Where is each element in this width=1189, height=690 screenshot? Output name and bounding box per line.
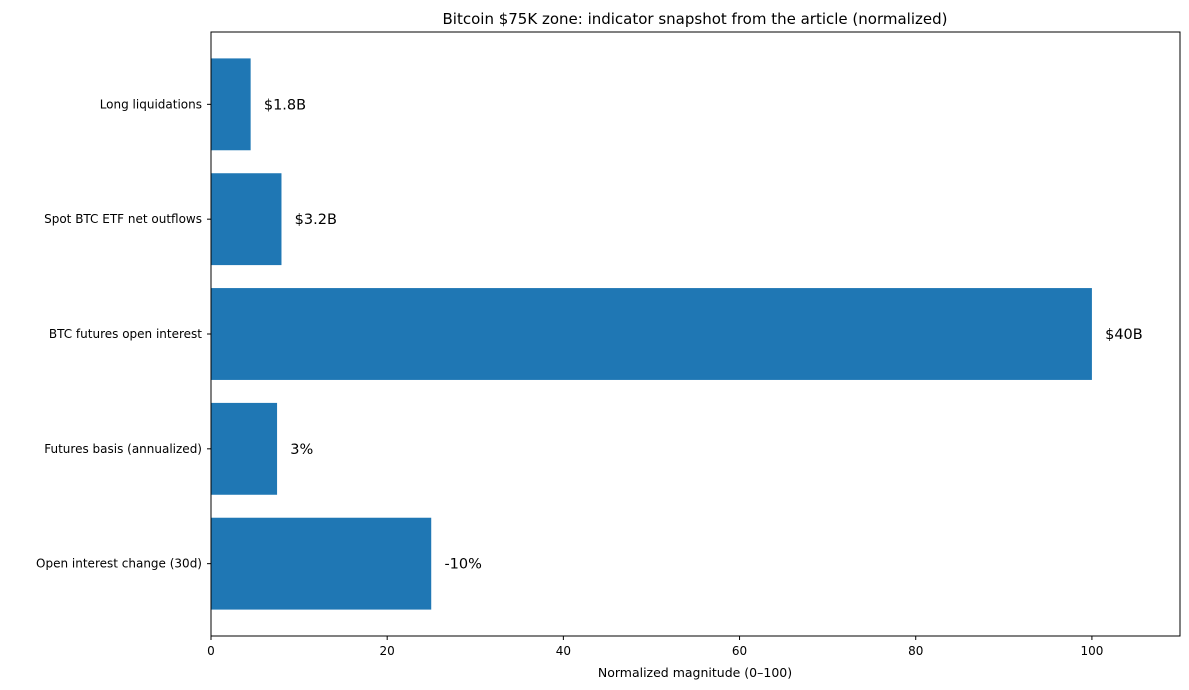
x-axis-label: Normalized magnitude (0–100): [598, 665, 792, 680]
y-tick-label: Open interest change (30d): [36, 557, 202, 571]
y-tick-label: Long liquidations: [100, 97, 202, 111]
y-tick-label: BTC futures open interest: [49, 327, 202, 341]
chart-title: Bitcoin $75K zone: indicator snapshot fr…: [443, 10, 948, 28]
bar: [211, 402, 278, 495]
data-label: 3%: [290, 442, 313, 458]
bar: [211, 288, 1092, 380]
x-tick-label: 20: [380, 644, 395, 658]
bar: [211, 517, 432, 610]
data-label: $40B: [1105, 327, 1143, 343]
x-tick-label: 80: [908, 644, 923, 658]
bar: [211, 173, 282, 266]
x-tick-label: 60: [732, 644, 747, 658]
plot-frame: [210, 31, 1181, 637]
x-tick-label: 40: [556, 644, 571, 658]
y-tick-label: Futures basis (annualized): [44, 442, 202, 456]
x-tick-label: 0: [207, 644, 215, 658]
data-label: $3.2B: [295, 212, 337, 228]
x-tick-label: 100: [1080, 644, 1103, 658]
data-label: -10%: [444, 557, 481, 573]
y-tick-label: Spot BTC ETF net outflows: [44, 212, 202, 226]
bar: [211, 58, 251, 151]
data-label: $1.8B: [264, 97, 306, 113]
